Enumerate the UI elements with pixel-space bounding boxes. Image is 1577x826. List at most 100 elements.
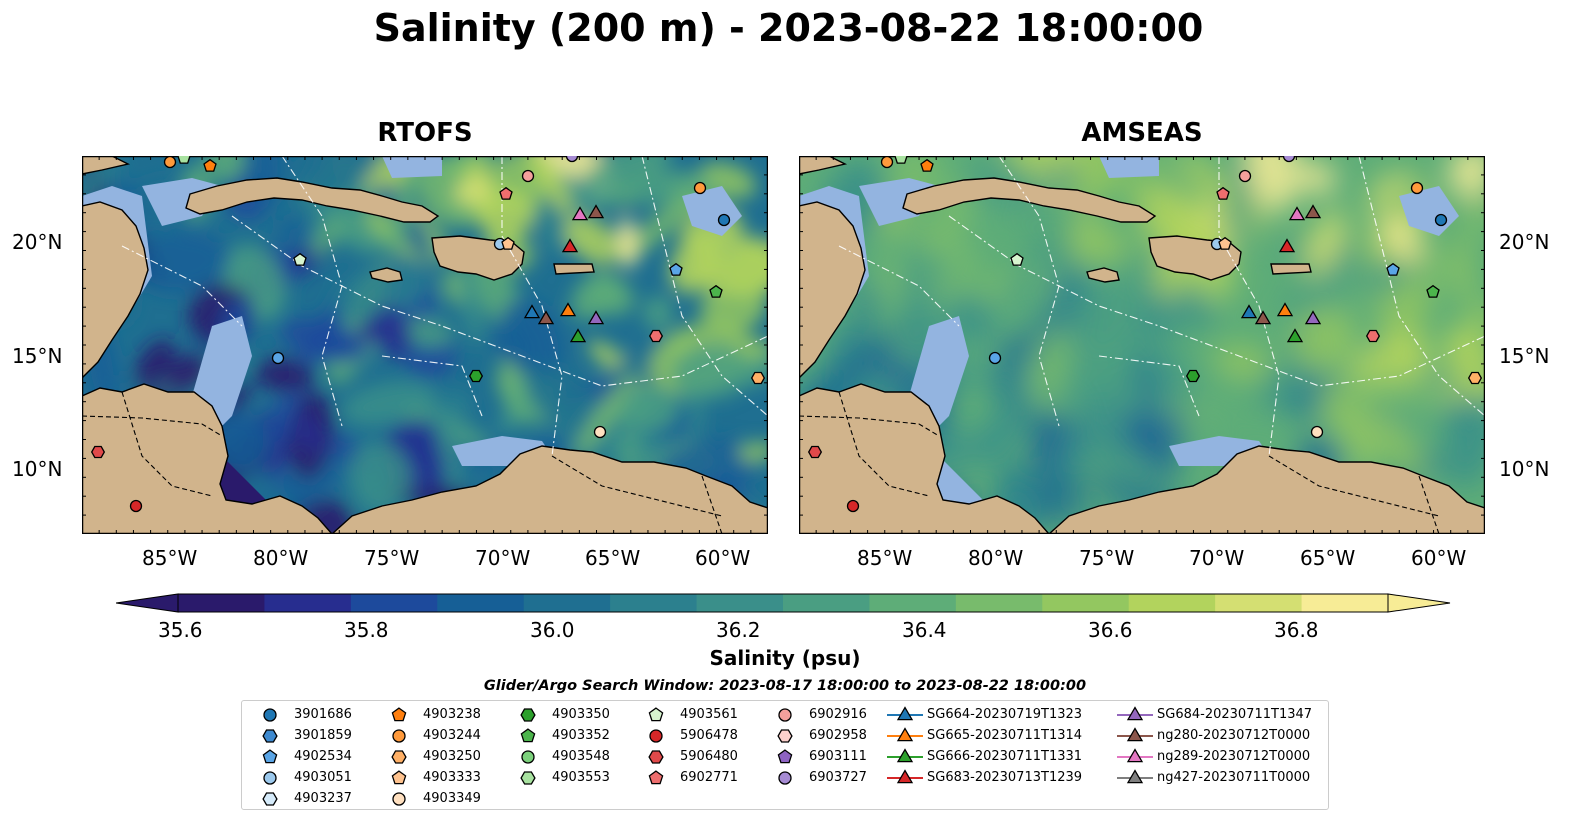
float-marker (565, 156, 579, 163)
land-southAm (330, 445, 768, 534)
lon-label-65w-left: 65°W (585, 546, 641, 570)
pentagon-marker-icon (520, 728, 536, 743)
float-marker (499, 186, 513, 200)
hexagon-marker-icon (262, 729, 278, 743)
legend-item-label: 6903111 (809, 749, 867, 764)
colorbar-label: Salinity (psu) (709, 646, 861, 670)
land-yucatan (82, 201, 149, 379)
legend-hexagon (520, 771, 536, 785)
legend-hexagon (520, 708, 536, 722)
float-marker (669, 262, 683, 276)
colorbar-swatch (610, 594, 698, 612)
legend-pentagon (391, 770, 407, 785)
float-marker (1365, 329, 1381, 343)
float-marker (1467, 371, 1483, 385)
float-marker (1426, 284, 1440, 298)
legend-item-label: 4903237 (294, 791, 352, 806)
float-marker (293, 252, 307, 266)
legend-item-label: 6902916 (809, 707, 867, 722)
land-yucatan (799, 201, 866, 379)
circle-marker-icon (521, 750, 535, 764)
land-southAm (1047, 445, 1485, 534)
float-marker (501, 236, 515, 250)
land-jamaica (369, 267, 403, 283)
legend-item-label: SG665-20230711T1314 (927, 728, 1083, 743)
triangle-marker-icon (1117, 706, 1153, 721)
legend-circle (778, 771, 792, 785)
lat-label-20n-left: 20°N (12, 230, 63, 254)
legend-circle (263, 771, 277, 785)
land-puertorico (1270, 263, 1312, 275)
float-marker (1216, 186, 1230, 200)
colorbar-swatch (783, 594, 871, 612)
colorbar-tick-36-0: 36.0 (530, 618, 575, 642)
glider-marker (1286, 328, 1304, 343)
float-marker (894, 156, 908, 164)
circle-marker-icon (778, 708, 792, 722)
legend-item-label: 4903238 (423, 707, 481, 722)
glider-marker (587, 310, 605, 325)
legend-hexagon (648, 750, 664, 764)
legend-hexagon (262, 729, 278, 743)
glider-marker (569, 328, 587, 343)
legend-item-label: 4903349 (423, 791, 481, 806)
rtofs-salinity-map (82, 156, 768, 534)
legend: 3901686 3901859 4902534 4903051 4903237 49032… (241, 700, 1329, 810)
glider-marker (1276, 302, 1294, 317)
float-marker (90, 445, 106, 459)
lat-label-20n-right: 20°N (1499, 230, 1550, 254)
land-cuba (902, 177, 1157, 223)
glider-marker (1288, 206, 1306, 221)
legend-pentagon (520, 728, 536, 743)
float-marker (648, 329, 664, 343)
legend-triangle (1126, 706, 1144, 721)
legend-pentagon (262, 749, 278, 764)
lon-label-80w-right: 80°W (968, 546, 1024, 570)
legend-item-label: 5906478 (680, 728, 738, 743)
pentagon-marker-icon (391, 707, 407, 722)
land-jamaica (1086, 267, 1120, 283)
legend-circle (263, 708, 277, 722)
lon-label-75w-right: 75°W (1079, 546, 1135, 570)
float-marker (468, 369, 484, 383)
float-marker (1434, 213, 1448, 227)
glider-marker (559, 302, 577, 317)
legend-hexagon (262, 792, 278, 806)
legend-item-label: 4903350 (552, 707, 610, 722)
legend-item-label: 6902771 (680, 770, 738, 785)
glider-marker (571, 206, 589, 221)
legend-triangle (896, 727, 914, 742)
glider-marker (523, 304, 541, 319)
glider-marker (1278, 238, 1296, 253)
triangle-marker-icon (887, 706, 923, 721)
figure-title: Salinity (200 m) - 2023-08-22 18:00:00 (373, 6, 1204, 50)
legend-circle (778, 708, 792, 722)
lat-label-15n-right: 15°N (1499, 344, 1550, 368)
float-marker (177, 156, 191, 164)
colorbar-swatch (264, 594, 352, 612)
land-centralAm (799, 383, 1050, 534)
float-marker (1010, 252, 1024, 266)
legend-pentagon (391, 707, 407, 722)
legend-item-label: 3901686 (294, 707, 352, 722)
colorbar-swatch (178, 594, 266, 612)
colorbar-tick-36-4: 36.4 (902, 618, 947, 642)
lon-label-60w-right: 60°W (1411, 546, 1467, 570)
legend-item-label: 4903051 (294, 770, 352, 785)
circle-marker-icon (263, 708, 277, 722)
colorbar-tick-35-6: 35.6 (158, 618, 203, 642)
legend-title: Glider/Argo Search Window: 2023-08-17 18… (483, 678, 1087, 694)
land-floridaNorth (799, 156, 848, 175)
legend-item-label: 4903250 (423, 749, 481, 764)
legend-item-label: ng289-20230712T0000 (1157, 749, 1311, 764)
colorbar-swatch (523, 594, 611, 612)
triangle-marker-icon (1117, 769, 1153, 784)
legend-item-label: SG683-20230713T1239 (927, 770, 1083, 785)
float-marker (920, 158, 934, 172)
float-marker (693, 181, 707, 195)
legend-item-label: 4902534 (294, 749, 352, 764)
lon-label-70w-right: 70°W (1189, 546, 1245, 570)
legend-item-label: 4903548 (552, 749, 610, 764)
float-marker (521, 169, 535, 183)
float-marker (1218, 236, 1232, 250)
